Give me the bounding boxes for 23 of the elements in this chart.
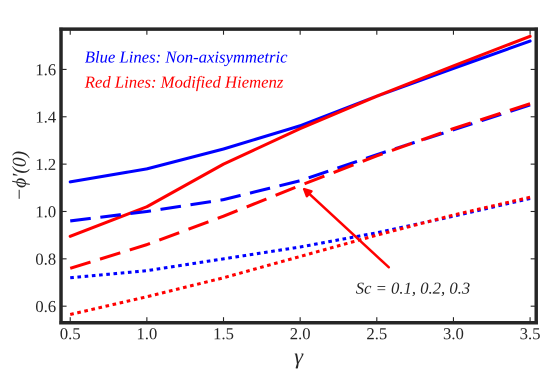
annotation: Blue Lines: Non-axisymmetric — [84, 50, 288, 66]
line-series — [68, 102, 532, 270]
x-axis-title: γ — [294, 354, 304, 368]
y-tick-label: 1.4 — [36, 112, 56, 123]
line-series — [68, 196, 532, 280]
x-tick-label: 2.5 — [367, 328, 387, 340]
y-tick-label: 0.8 — [36, 254, 56, 265]
x-tick-label: 3.0 — [444, 328, 464, 340]
annotation: Red Lines: Modified Hiemenz — [84, 76, 284, 92]
line-series — [68, 103, 532, 222]
x-tick-label: 1.5 — [214, 328, 234, 340]
y-axis-title: −ϕ′(0) — [12, 152, 30, 199]
x-tick-label: 3.5 — [520, 328, 540, 340]
annotation: Sc = 0.1, 0.2, 0.3 — [356, 282, 470, 296]
y-tick-label: 1.0 — [36, 206, 56, 218]
y-tick-label: 1.6 — [36, 64, 56, 76]
x-tick-label: 1.0 — [138, 328, 157, 340]
line-series — [68, 34, 532, 238]
y-tick-label: 0.6 — [36, 300, 56, 312]
line-series — [68, 196, 532, 316]
x-tick-label: 0.5 — [60, 328, 80, 340]
y-tick-label: 1.2 — [36, 158, 56, 170]
x-tick-label: 2.0 — [290, 328, 310, 340]
